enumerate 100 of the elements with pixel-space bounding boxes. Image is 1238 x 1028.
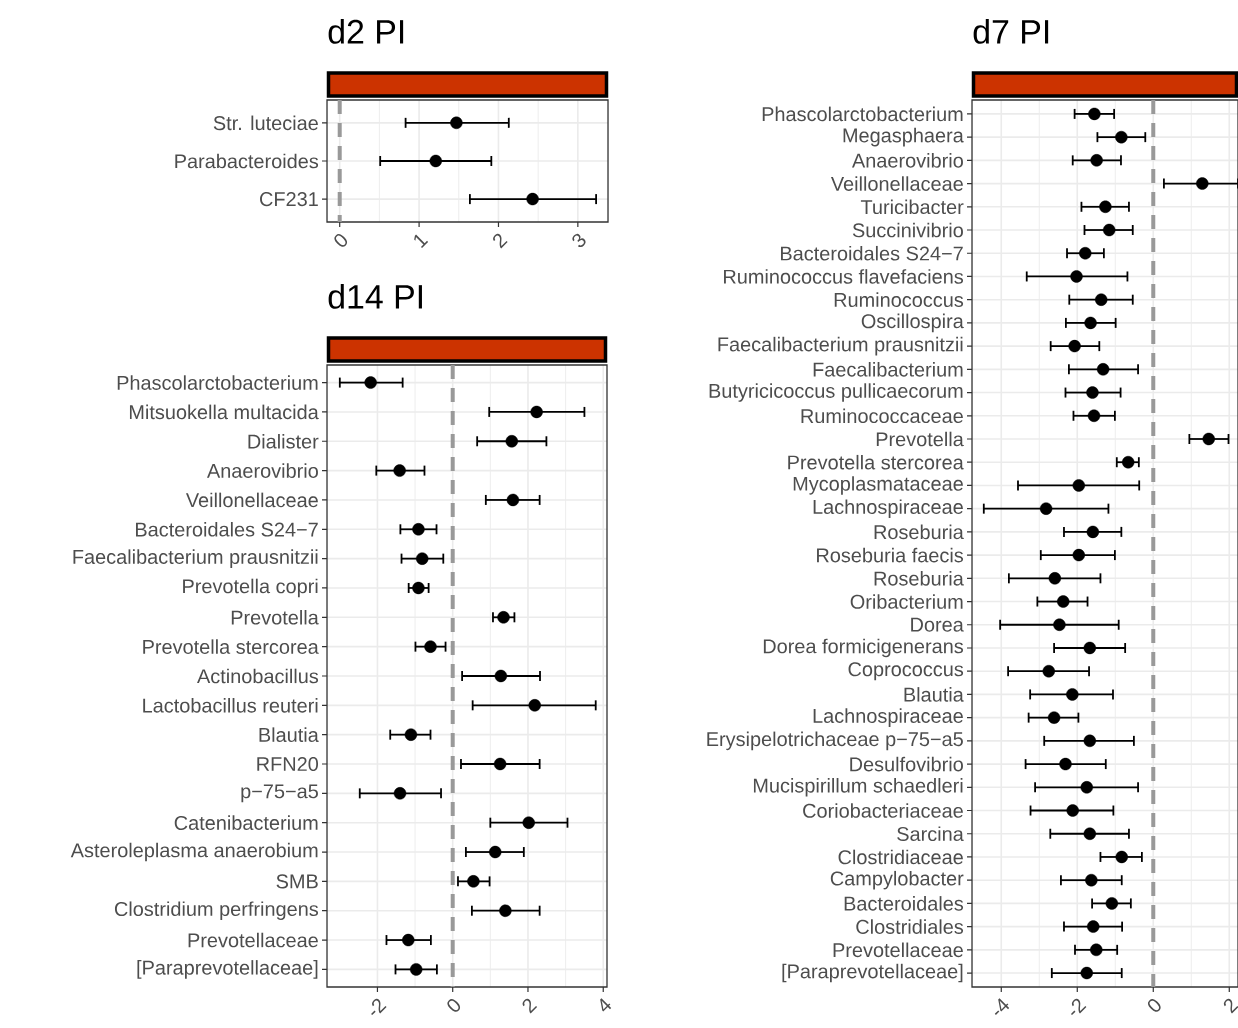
y-tick-label: Sarcina (897, 826, 964, 842)
y-tick-label: Oribacterium (850, 594, 963, 609)
point (1086, 525, 1100, 539)
y-tick-label: CF231 (260, 192, 318, 207)
x-tick-label: -4 (994, 998, 1010, 1015)
y-tick-label: Dorea (911, 617, 964, 632)
y-tick-label: Lachnospiraceae (813, 499, 963, 518)
y-tick-label: Blautia (904, 687, 964, 702)
point (1105, 897, 1119, 910)
x-tick-label: 3 (572, 233, 586, 248)
point (364, 376, 377, 389)
y-tick-label: Roseburia (874, 571, 964, 586)
y-tick-label: Anaerovibrio (851, 153, 963, 168)
point (530, 405, 543, 419)
y-tick-label: Roseburia (874, 524, 964, 540)
y-tick-label: Prevotella copri (183, 578, 318, 598)
y-tick-label: Prevotellaceae (188, 932, 318, 948)
point (1102, 223, 1116, 237)
point (1095, 293, 1108, 306)
point (1115, 850, 1128, 864)
point (1080, 781, 1093, 794)
point (1048, 572, 1062, 585)
x-tick-label: 2 (493, 233, 508, 249)
y-tick-label: Mucispirillum schaedleri (753, 778, 963, 797)
y-tick-label: Butyricicoccus pullicaecorum (709, 383, 963, 402)
x-tick-label: -2 (371, 998, 387, 1016)
y-tick-label: Veillonellaceae (185, 492, 318, 508)
y-tick-label: [Paraprevotellaceae] (782, 963, 963, 983)
y-tick-label: Blautia (259, 727, 319, 742)
point (1083, 734, 1097, 748)
point (1099, 200, 1112, 213)
point (1057, 595, 1070, 608)
y-tick-label: Oscillospira (861, 313, 964, 333)
y-tick-label: Prevotella (231, 610, 319, 625)
point (424, 640, 437, 653)
x-tick-label: 0 (447, 999, 461, 1012)
y-tick-label: Parabacteroides (175, 153, 319, 169)
point (410, 963, 423, 976)
point (1083, 641, 1097, 655)
point (402, 933, 415, 947)
y-tick-label: Mitsuokella multacida (129, 404, 319, 420)
y-tick-label: Campylobacter (830, 870, 964, 890)
y-tick-label: Lachnospiraceae (813, 708, 963, 727)
point (499, 904, 512, 917)
point (1070, 270, 1083, 283)
chart-title: d2 PI (328, 18, 404, 44)
y-tick-label: Erysipelotrichaceae p−75−a5 (707, 731, 963, 751)
point (1086, 386, 1099, 399)
point (1039, 502, 1053, 515)
point (467, 875, 480, 888)
point (506, 493, 520, 507)
point (1085, 873, 1098, 887)
y-tick-label: p−75−a5 (241, 784, 318, 803)
point (505, 435, 518, 448)
y-tick-label: Clostridiaceae (838, 849, 963, 865)
y-tick-label: Bacteroidales S24−7 (136, 521, 318, 537)
y-tick-label: Coriobacteriaceae (803, 803, 963, 818)
point (1115, 130, 1128, 144)
point (1087, 409, 1101, 422)
point (494, 669, 508, 683)
point (1079, 247, 1092, 260)
point (1121, 456, 1135, 469)
y-tick-label: Turicibacter (860, 199, 964, 215)
x-tick-label: 0 (1147, 999, 1161, 1012)
y-tick-label: Lactobacillus reuteri (143, 698, 318, 713)
y-tick-label: Faecalibacterium (813, 362, 963, 377)
y-tick-label: Str. luteciae (213, 115, 318, 131)
y-tick-label: Desulfovibrio (850, 756, 963, 772)
x-tick-label: 2 (1223, 998, 1238, 1014)
point (1068, 339, 1081, 353)
y-tick-label: Prevotella stercorea (143, 639, 319, 654)
y-tick-label: Veillonellaceae (830, 176, 963, 191)
point (1072, 479, 1085, 492)
y-tick-label: Prevotella stercorea (788, 454, 964, 470)
y-tick-label: Succinivibrio (852, 222, 963, 238)
point (489, 845, 502, 859)
point (412, 581, 425, 595)
x-tick-label: 4 (600, 998, 612, 1012)
y-tick-label: Ruminococcus flavefaciens (724, 269, 964, 284)
x-tick-label: 2 (522, 998, 538, 1014)
chart-title: d7 PI (973, 18, 1049, 44)
y-tick-label: Prevotella (876, 431, 964, 447)
point (1059, 757, 1072, 771)
point (1042, 665, 1055, 678)
point (393, 464, 406, 477)
point (1196, 177, 1209, 190)
y-tick-label: Ruminococcus (834, 292, 964, 307)
point (1088, 107, 1101, 121)
point (1080, 966, 1093, 980)
y-tick-label: SMB (276, 874, 318, 889)
y-tick-label: Faecalibacterium prausnitzii (73, 549, 318, 568)
point (1087, 920, 1100, 933)
point (1066, 688, 1079, 701)
y-tick-label: Dorea formicigenerans (763, 638, 964, 658)
point (412, 523, 425, 536)
y-tick-label: Catenibacterium (174, 815, 318, 830)
point (404, 728, 418, 741)
point (1072, 548, 1085, 562)
y-tick-label: Phascolarctobacterium (117, 375, 318, 390)
y-tick-label: Bacteroidales (844, 896, 964, 911)
